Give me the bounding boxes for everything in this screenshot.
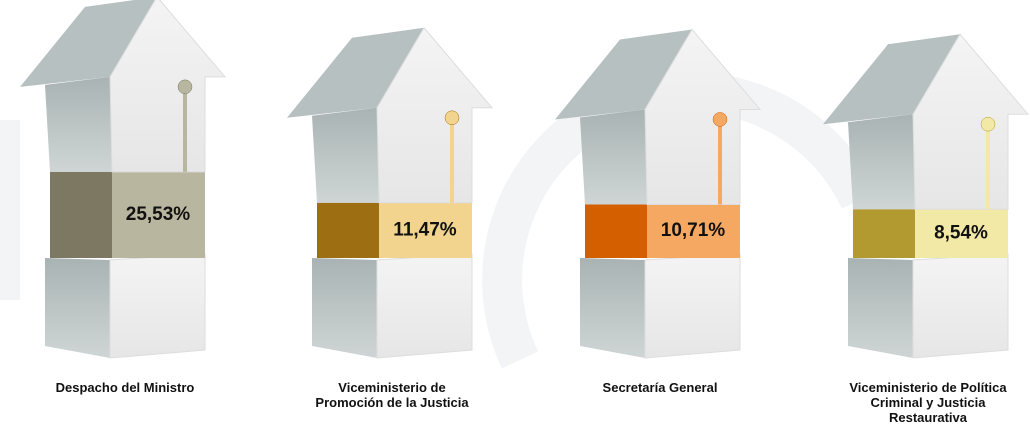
value-label: 25,53% [126, 204, 191, 225]
category-label: Secretaría General [602, 380, 718, 395]
house: 10,71% [555, 28, 762, 359]
house: 11,47% [287, 26, 494, 359]
house-base-right [376, 253, 473, 359]
house-base-left [45, 258, 110, 358]
house-base-left [312, 258, 377, 358]
house-base-left [580, 258, 645, 358]
house-base-right [109, 253, 206, 359]
value-band-right [379, 202, 472, 258]
pin-head [177, 79, 193, 95]
house-body-left [45, 76, 112, 172]
value-band-left [853, 209, 915, 258]
house: 25,53% [20, 0, 227, 359]
house-roof-left [823, 34, 960, 125]
pin-head [980, 116, 996, 132]
house: 8,54% [823, 33, 1030, 359]
house-base-right [912, 253, 1009, 359]
category-label: Viceministerio de Política Criminal y Ju… [849, 380, 1007, 425]
house-body-left [312, 107, 379, 203]
house-body-right [376, 26, 494, 204]
value-band-left [50, 171, 112, 258]
house-body-right [109, 0, 227, 173]
value-band-right [915, 209, 1008, 258]
value-band-left [585, 204, 647, 258]
house-body-left [580, 109, 647, 205]
pin-head [444, 110, 460, 126]
pin-head [712, 112, 728, 127]
house-body-right [644, 28, 762, 205]
house-body-right [912, 33, 1030, 210]
house-roof-left [555, 29, 692, 120]
category-label: Viceministerio de Promoción de la Justic… [315, 380, 469, 410]
house-base-right [644, 253, 741, 359]
house-roof-left [287, 27, 424, 118]
house-roof-left [20, 0, 156, 87]
house-base-left [848, 258, 913, 358]
house-body-left [848, 114, 915, 210]
value-band-right [112, 171, 205, 258]
value-band-right [647, 204, 740, 258]
category-label: Despacho del Ministro [55, 380, 195, 395]
value-label: 10,71% [661, 220, 726, 241]
value-label: 8,54% [934, 223, 988, 244]
value-label: 11,47% [393, 219, 456, 240]
value-band-left [317, 202, 379, 258]
